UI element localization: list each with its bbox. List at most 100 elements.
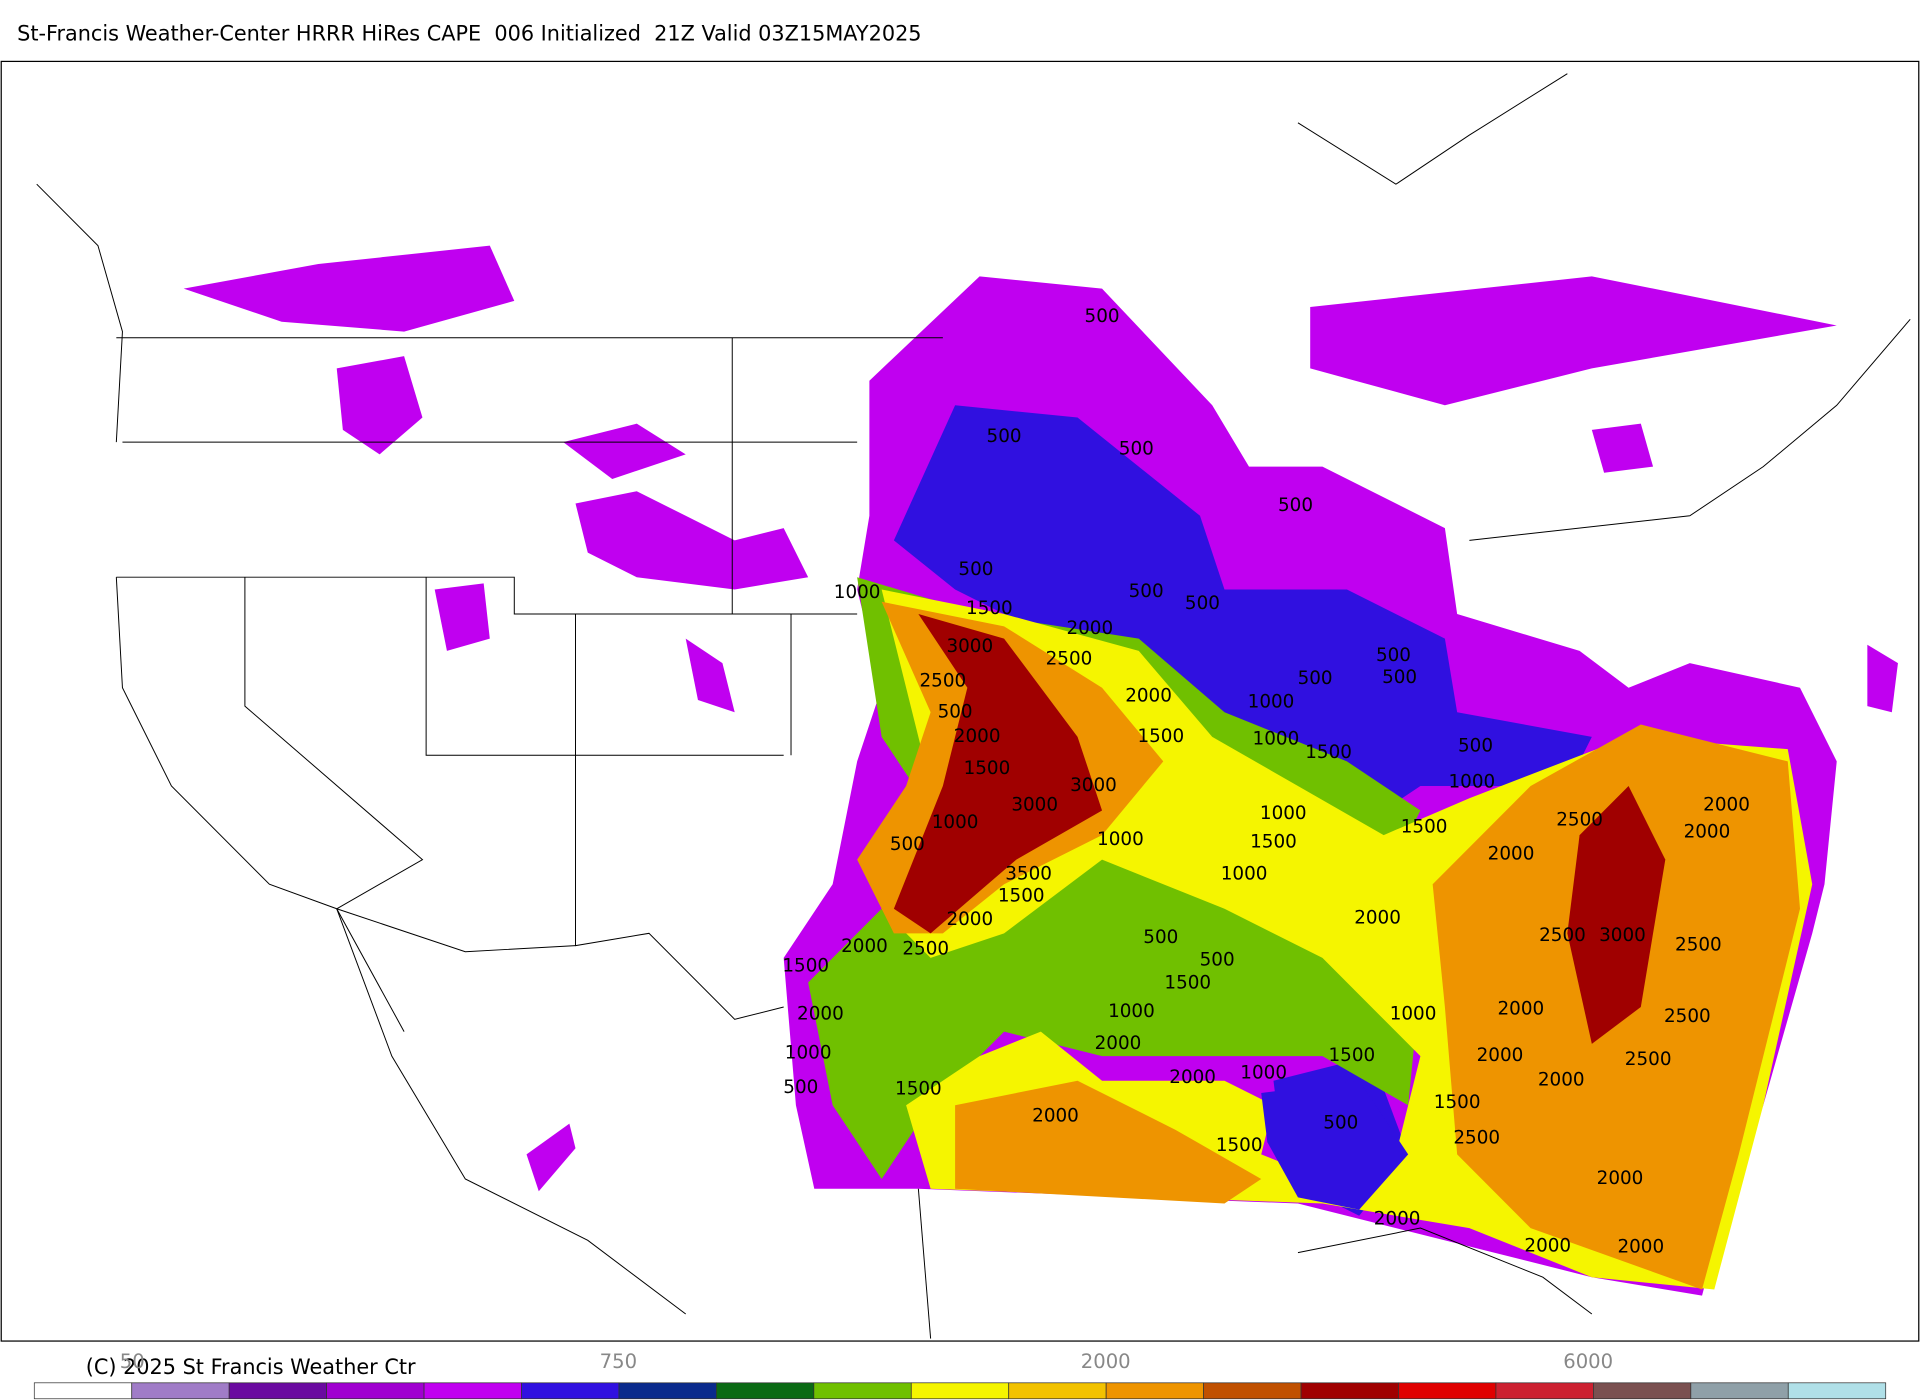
border-line: [36, 183, 123, 443]
contour-label: 1500: [1216, 1135, 1263, 1156]
contour-label: 2500: [1539, 925, 1586, 946]
contour-label: 2500: [920, 671, 967, 692]
border-line: [115, 577, 337, 910]
contour-label: 500: [987, 426, 1022, 447]
colorbar-swatch: [1398, 1382, 1497, 1400]
border-line: [336, 908, 576, 953]
contour-label: 2000: [1095, 1033, 1142, 1054]
contour-label: 1500: [1328, 1045, 1375, 1066]
cape-orange: [955, 1080, 1262, 1204]
border-line: [731, 337, 792, 756]
map-root: St-Francis Weather-Center HRRR HiRes CAP…: [0, 21, 1920, 1400]
colorbar-swatch: [1105, 1382, 1204, 1400]
contour-label: 500: [1185, 593, 1220, 614]
cape-purple: [563, 423, 686, 479]
border-line: [1297, 73, 1568, 185]
contour-label: 500: [1143, 927, 1178, 948]
contour-label: 1000: [1390, 1003, 1437, 1024]
contour-label: 2500: [1556, 809, 1603, 830]
contour-label: 500: [958, 559, 993, 580]
cape-purple: [685, 638, 735, 713]
contour-label: 2000: [1374, 1208, 1421, 1229]
contour-label: 3000: [1011, 795, 1058, 816]
contour-label: 1500: [964, 758, 1011, 779]
contour-label: 1500: [1164, 973, 1211, 994]
contour-label: 500: [890, 834, 925, 855]
contour-label: 1000: [785, 1043, 832, 1064]
colorbar-swatch: [716, 1382, 815, 1400]
colorbar-swatch: [423, 1382, 522, 1400]
cape-purple: [526, 1123, 576, 1192]
contour-label: 1000: [1448, 771, 1495, 792]
contour-label: 2000: [954, 726, 1001, 747]
colorbar-swatch: [1787, 1382, 1887, 1400]
contour-label: 1000: [1097, 829, 1144, 850]
border-line: [244, 577, 424, 1032]
contour-label: 500: [1119, 438, 1154, 459]
colorbar-swatch: [618, 1382, 717, 1400]
contour-label: 500: [1382, 667, 1417, 688]
cape-purple: [1867, 644, 1898, 713]
colorbar-swatch: [1593, 1382, 1692, 1400]
colorbar-label: 750: [600, 1350, 637, 1373]
contour-label: 3500: [1005, 863, 1052, 884]
colorbar-swatch: [33, 1382, 133, 1400]
contour-label: 500: [938, 701, 973, 722]
contour-label: 500: [1323, 1113, 1358, 1134]
border-line: [917, 1188, 932, 1339]
contour-label: 2000: [1524, 1235, 1571, 1256]
contour-label: 2000: [1477, 1045, 1524, 1066]
contour-label: 2000: [1169, 1067, 1216, 1088]
contour-label: 500: [1298, 668, 1333, 689]
contour-label: 1500: [998, 885, 1045, 906]
cape-blue: [893, 405, 1592, 836]
contour-label: 500: [1085, 306, 1120, 327]
contour-label: 2000: [946, 909, 993, 930]
contour-label: 2500: [1625, 1049, 1672, 1070]
border-line: [1469, 318, 1911, 541]
border-line: [425, 577, 784, 756]
contour-label: 500: [1129, 581, 1164, 602]
contour-label: 1000: [1240, 1062, 1287, 1083]
cape-purple: [575, 491, 809, 590]
colorbar-swatch: [521, 1382, 620, 1400]
cape-purple: [1591, 423, 1654, 473]
cape-purple: [434, 583, 490, 651]
contour-label: 3000: [1070, 775, 1117, 796]
boundaries: [36, 73, 1911, 1339]
cape-purple: [1310, 276, 1837, 406]
contour-label: 2500: [902, 938, 949, 959]
colorbar-label: 50: [120, 1350, 145, 1373]
contour-label: 2000: [1597, 1168, 1644, 1189]
contour-label: 2000: [1497, 998, 1544, 1019]
contour-label: 1000: [1221, 863, 1268, 884]
colorbar-swatch: [228, 1382, 327, 1400]
contour-label: 1500: [1401, 817, 1448, 838]
contour-label: 2000: [1354, 908, 1401, 929]
contour-label: 500: [1200, 949, 1235, 970]
contour-label: 1000: [1253, 728, 1300, 749]
colorbar-label: 6000: [1563, 1350, 1613, 1373]
cape-blue: [1261, 1080, 1409, 1210]
contour-label: 3000: [946, 636, 993, 657]
cape-field: [183, 245, 1898, 1296]
contour-label: 1000: [932, 812, 979, 833]
contour-label: 1000: [1260, 803, 1307, 824]
cape-purple: [183, 245, 515, 332]
contour-label: 2000: [1703, 795, 1750, 816]
contour-label: 1000: [1108, 1001, 1155, 1022]
contour-label: 2000: [1032, 1105, 1079, 1126]
cape-red: [1567, 785, 1666, 1044]
colorbar-label: 2000: [1081, 1350, 1131, 1373]
colorbar: 50 750 2000 6000: [33, 1350, 1887, 1400]
cape-purple: [336, 356, 423, 455]
contour-label: 1500: [1305, 742, 1352, 763]
border-line: [575, 614, 784, 1020]
colorbar-swatch: [910, 1382, 1010, 1400]
contour-label: 2500: [1675, 935, 1722, 956]
border-line: [336, 908, 687, 1315]
contour-labels: 5005005005005001000150050050020003000250…: [782, 306, 1750, 1258]
contour-label: 2500: [1453, 1127, 1500, 1148]
colorbar-swatch: [1008, 1382, 1107, 1400]
